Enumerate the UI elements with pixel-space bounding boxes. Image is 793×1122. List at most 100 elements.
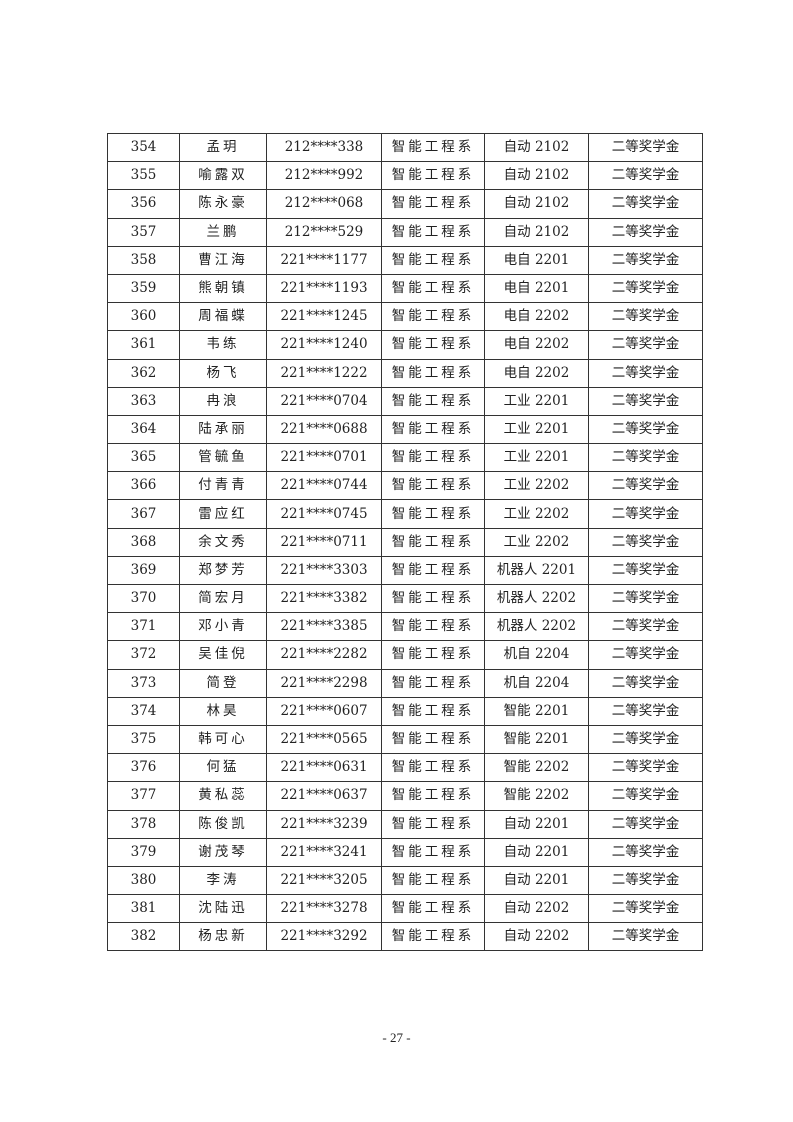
table-row: 374 林昊 221****0607 智能工程系 智能 2201 二等奖学金 bbox=[107, 696, 703, 726]
award-cell: 二等奖学金 bbox=[588, 865, 703, 896]
table-row: 362 杨飞 221****1222 智能工程系 电自 2202 二等奖学金 bbox=[107, 358, 703, 388]
table-row: 357 兰鹏 212****529 智能工程系 自动 2102 二等奖学金 bbox=[107, 217, 703, 247]
row-number-cell: 354 bbox=[107, 132, 180, 163]
row-number-cell: 382 bbox=[107, 922, 180, 952]
row-number-cell: 364 bbox=[107, 414, 180, 445]
award-cell: 二等奖学金 bbox=[588, 499, 703, 529]
student-name-cell: 冉浪 bbox=[179, 386, 267, 416]
student-name-cell: 周福蝶 bbox=[179, 302, 267, 332]
award-cell: 二等奖学金 bbox=[588, 358, 703, 388]
award-cell: 二等奖学金 bbox=[588, 837, 703, 867]
student-name-cell: 韦练 bbox=[179, 330, 267, 360]
student-name-cell: 杨飞 bbox=[179, 358, 267, 388]
department-cell: 智能工程系 bbox=[381, 273, 485, 304]
award-cell: 二等奖学金 bbox=[588, 894, 703, 924]
row-number-cell: 376 bbox=[107, 753, 180, 783]
table-body: 354 孟玥 212****338 智能工程系 自动 2102 二等奖学金 355 喻露双 21… bbox=[107, 132, 703, 952]
row-number-cell: 369 bbox=[107, 555, 180, 586]
class-cell: 智能 2202 bbox=[484, 781, 589, 811]
department-cell: 智能工程系 bbox=[381, 865, 485, 896]
award-cell: 二等奖学金 bbox=[588, 386, 703, 416]
award-cell: 二等奖学金 bbox=[588, 668, 703, 698]
table-row: 379 谢茂琴 221****3241 智能工程系 自动 2201 二等奖学金 bbox=[107, 837, 703, 867]
class-cell: 电自 2202 bbox=[484, 302, 589, 332]
row-number-cell: 365 bbox=[107, 443, 180, 473]
class-cell: 机器人 2202 bbox=[484, 612, 589, 642]
award-cell: 二等奖学金 bbox=[588, 724, 703, 755]
student-name-cell: 邓小青 bbox=[179, 612, 267, 642]
department-cell: 智能工程系 bbox=[381, 527, 485, 557]
student-id-cell: 221****0704 bbox=[266, 386, 382, 416]
department-cell: 智能工程系 bbox=[381, 245, 485, 275]
row-number-cell: 355 bbox=[107, 161, 180, 191]
row-number-cell: 372 bbox=[107, 640, 180, 670]
table-row: 361 韦练 221****1240 智能工程系 电自 2202 二等奖学金 bbox=[107, 330, 703, 360]
student-id-cell: 221****0607 bbox=[266, 696, 382, 726]
student-name-cell: 曹江海 bbox=[179, 245, 267, 275]
award-cell: 二等奖学金 bbox=[588, 809, 703, 839]
row-number-cell: 358 bbox=[107, 245, 180, 275]
student-name-cell: 管毓鱼 bbox=[179, 443, 267, 473]
student-id-cell: 221****1193 bbox=[266, 273, 382, 304]
award-cell: 二等奖学金 bbox=[588, 414, 703, 445]
department-cell: 智能工程系 bbox=[381, 809, 485, 839]
row-number-cell: 380 bbox=[107, 865, 180, 896]
table-row: 373 简登 221****2298 智能工程系 机自 2204 二等奖学金 bbox=[107, 668, 703, 698]
award-cell: 二等奖学金 bbox=[588, 527, 703, 557]
table-row: 359 熊朝镇 221****1193 智能工程系 电自 2201 二等奖学金 bbox=[107, 273, 703, 304]
student-id-cell: 221****3385 bbox=[266, 612, 382, 642]
student-id-cell: 221****0637 bbox=[266, 781, 382, 811]
table-row: 376 何猛 221****0631 智能工程系 智能 2202 二等奖学金 bbox=[107, 753, 703, 783]
student-id-cell: 221****3382 bbox=[266, 583, 382, 614]
row-number-cell: 374 bbox=[107, 696, 180, 726]
student-name-cell: 陈俊凯 bbox=[179, 809, 267, 839]
table-row: 371 邓小青 221****3385 智能工程系 机器人 2202 二等奖学金 bbox=[107, 612, 703, 642]
row-number-cell: 370 bbox=[107, 583, 180, 614]
department-cell: 智能工程系 bbox=[381, 612, 485, 642]
student-id-cell: 221****3292 bbox=[266, 922, 382, 952]
award-cell: 二等奖学金 bbox=[588, 583, 703, 614]
student-name-cell: 兰鹏 bbox=[179, 217, 267, 247]
row-number-cell: 363 bbox=[107, 386, 180, 416]
student-name-cell: 喻露双 bbox=[179, 161, 267, 191]
department-cell: 智能工程系 bbox=[381, 189, 485, 219]
award-cell: 二等奖学金 bbox=[588, 612, 703, 642]
department-cell: 智能工程系 bbox=[381, 443, 485, 473]
class-cell: 工业 2202 bbox=[484, 499, 589, 529]
student-name-cell: 陆承丽 bbox=[179, 414, 267, 445]
award-cell: 二等奖学金 bbox=[588, 555, 703, 586]
student-id-cell: 221****2282 bbox=[266, 640, 382, 670]
table-row: 355 喻露双 212****992 智能工程系 自动 2102 二等奖学金 bbox=[107, 161, 703, 191]
row-number-cell: 375 bbox=[107, 724, 180, 755]
student-id-cell: 221****0745 bbox=[266, 499, 382, 529]
student-name-cell: 付青青 bbox=[179, 471, 267, 501]
table-row: 364 陆承丽 221****0688 智能工程系 工业 2201 二等奖学金 bbox=[107, 414, 703, 445]
student-id-cell: 221****0565 bbox=[266, 724, 382, 755]
award-cell: 二等奖学金 bbox=[588, 471, 703, 501]
student-id-cell: 212****338 bbox=[266, 132, 382, 163]
student-name-cell: 林昊 bbox=[179, 696, 267, 726]
class-cell: 自动 2201 bbox=[484, 809, 589, 839]
student-id-cell: 221****0744 bbox=[266, 471, 382, 501]
award-cell: 二等奖学金 bbox=[588, 330, 703, 360]
row-number-cell: 357 bbox=[107, 217, 180, 247]
row-number-cell: 377 bbox=[107, 781, 180, 811]
table-row: 372 吴佳倪 221****2282 智能工程系 机自 2204 二等奖学金 bbox=[107, 640, 703, 670]
student-name-cell: 杨忠新 bbox=[179, 922, 267, 952]
row-number-cell: 368 bbox=[107, 527, 180, 557]
row-number-cell: 356 bbox=[107, 189, 180, 219]
award-cell: 二等奖学金 bbox=[588, 696, 703, 726]
department-cell: 智能工程系 bbox=[381, 386, 485, 416]
award-cell: 二等奖学金 bbox=[588, 443, 703, 473]
award-cell: 二等奖学金 bbox=[588, 245, 703, 275]
award-cell: 二等奖学金 bbox=[588, 781, 703, 811]
department-cell: 智能工程系 bbox=[381, 894, 485, 924]
row-number-cell: 379 bbox=[107, 837, 180, 867]
award-cell: 二等奖学金 bbox=[588, 753, 703, 783]
table-row: 377 黄私蕊 221****0637 智能工程系 智能 2202 二等奖学金 bbox=[107, 781, 703, 811]
table-row: 380 李涛 221****3205 智能工程系 自动 2201 二等奖学金 bbox=[107, 865, 703, 896]
student-name-cell: 吴佳倪 bbox=[179, 640, 267, 670]
row-number-cell: 361 bbox=[107, 330, 180, 360]
table-row: 382 杨忠新 221****3292 智能工程系 自动 2202 二等奖学金 bbox=[107, 922, 703, 952]
student-id-cell: 221****3239 bbox=[266, 809, 382, 839]
